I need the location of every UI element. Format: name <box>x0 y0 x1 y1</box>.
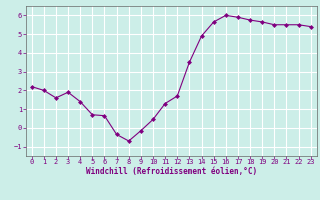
X-axis label: Windchill (Refroidissement éolien,°C): Windchill (Refroidissement éolien,°C) <box>86 167 257 176</box>
